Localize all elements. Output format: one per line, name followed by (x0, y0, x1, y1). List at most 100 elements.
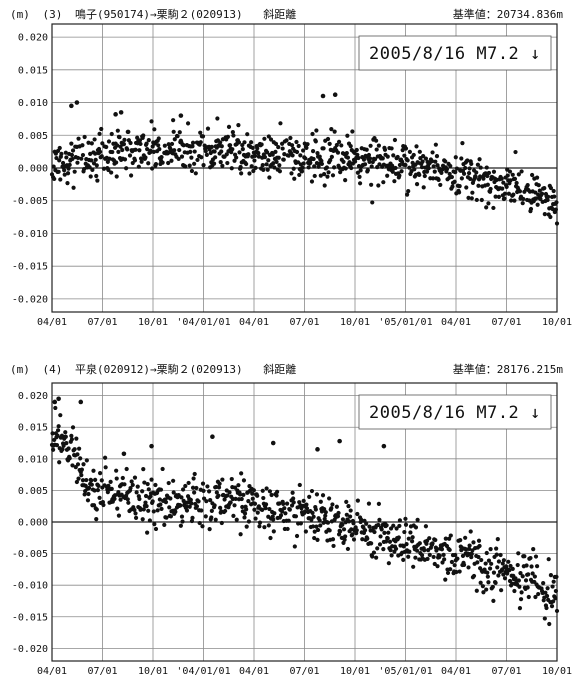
data-point (52, 176, 57, 182)
data-point (230, 129, 235, 135)
data-point (533, 594, 538, 600)
data-point (314, 524, 319, 529)
y-tick-label: 0.010 (18, 98, 48, 109)
data-point (266, 523, 271, 528)
data-point (255, 146, 260, 151)
data-point (97, 131, 102, 136)
data-point (146, 487, 151, 492)
data-point (222, 497, 227, 502)
data-point (365, 168, 370, 173)
data-point (443, 577, 448, 582)
data-point (335, 514, 341, 519)
data-point (325, 520, 331, 525)
data-point (66, 166, 71, 171)
data-point (354, 528, 359, 533)
data-point (403, 522, 409, 527)
data-point (62, 172, 67, 177)
data-point (377, 517, 382, 522)
data-point (298, 153, 303, 158)
data-point (519, 590, 524, 595)
data-point (330, 502, 335, 507)
data-point (499, 176, 504, 181)
data-point (553, 588, 558, 594)
data-point (147, 518, 153, 523)
data-point (262, 136, 267, 141)
data-point (433, 537, 438, 543)
data-point (303, 529, 308, 534)
chart-header: (m) (4) 平泉(020912)→栗駒２(020913) 斜距離 (10, 361, 296, 377)
data-point (109, 486, 114, 491)
data-point (313, 139, 318, 144)
data-point (491, 598, 496, 603)
data-point (301, 148, 306, 153)
data-point (176, 493, 181, 498)
data-point (377, 162, 382, 167)
data-point (297, 482, 302, 488)
data-point (166, 142, 171, 147)
data-point (447, 547, 452, 553)
data-point (201, 163, 206, 168)
data-point (486, 580, 491, 585)
data-point (280, 146, 285, 151)
data-point (120, 475, 125, 481)
data-point (454, 166, 459, 171)
data-point (270, 152, 275, 157)
data-point (155, 508, 160, 513)
data-point (554, 608, 560, 614)
data-point (229, 476, 234, 482)
data-point (88, 151, 93, 156)
data-point (348, 508, 353, 513)
data-point (304, 145, 309, 150)
data-point (496, 573, 501, 578)
data-point (515, 562, 520, 568)
data-point (502, 576, 508, 581)
data-point (461, 171, 467, 176)
data-point (459, 176, 464, 181)
data-point (168, 514, 174, 519)
data-point (179, 514, 185, 519)
data-point (322, 183, 327, 188)
data-point (232, 158, 237, 163)
data-point (132, 507, 137, 513)
data-point (184, 504, 189, 509)
data-point (250, 145, 255, 151)
data-point (438, 182, 443, 188)
data-point (107, 156, 112, 161)
data-point (310, 131, 315, 137)
data-point (425, 556, 430, 562)
data-point (420, 159, 425, 164)
data-point (93, 157, 98, 162)
data-point (531, 547, 536, 552)
data-point (205, 484, 210, 489)
data-point (118, 144, 123, 149)
data-point (449, 559, 455, 565)
data-point (263, 506, 268, 511)
data-point (431, 164, 436, 169)
data-point (383, 539, 389, 544)
data-point (473, 174, 478, 179)
data-point (240, 147, 245, 152)
data-point (357, 181, 363, 186)
data-point (240, 504, 245, 510)
data-point (460, 553, 466, 558)
data-point (285, 526, 290, 532)
data-point (90, 167, 95, 172)
data-point (219, 144, 224, 149)
data-point (430, 150, 435, 155)
x-tick-label: 10/01 (138, 666, 168, 677)
data-point (508, 178, 513, 183)
data-point (261, 495, 266, 501)
data-point (149, 477, 154, 482)
data-point (475, 560, 480, 565)
data-point (351, 521, 356, 526)
data-point (470, 190, 475, 195)
data-point (353, 159, 358, 164)
data-point (457, 184, 462, 189)
data-point (542, 185, 547, 191)
data-point (73, 465, 78, 470)
data-point (255, 493, 260, 498)
data-point (190, 140, 196, 145)
data-point (57, 145, 62, 151)
data-point (343, 534, 348, 539)
data-point (429, 159, 435, 164)
